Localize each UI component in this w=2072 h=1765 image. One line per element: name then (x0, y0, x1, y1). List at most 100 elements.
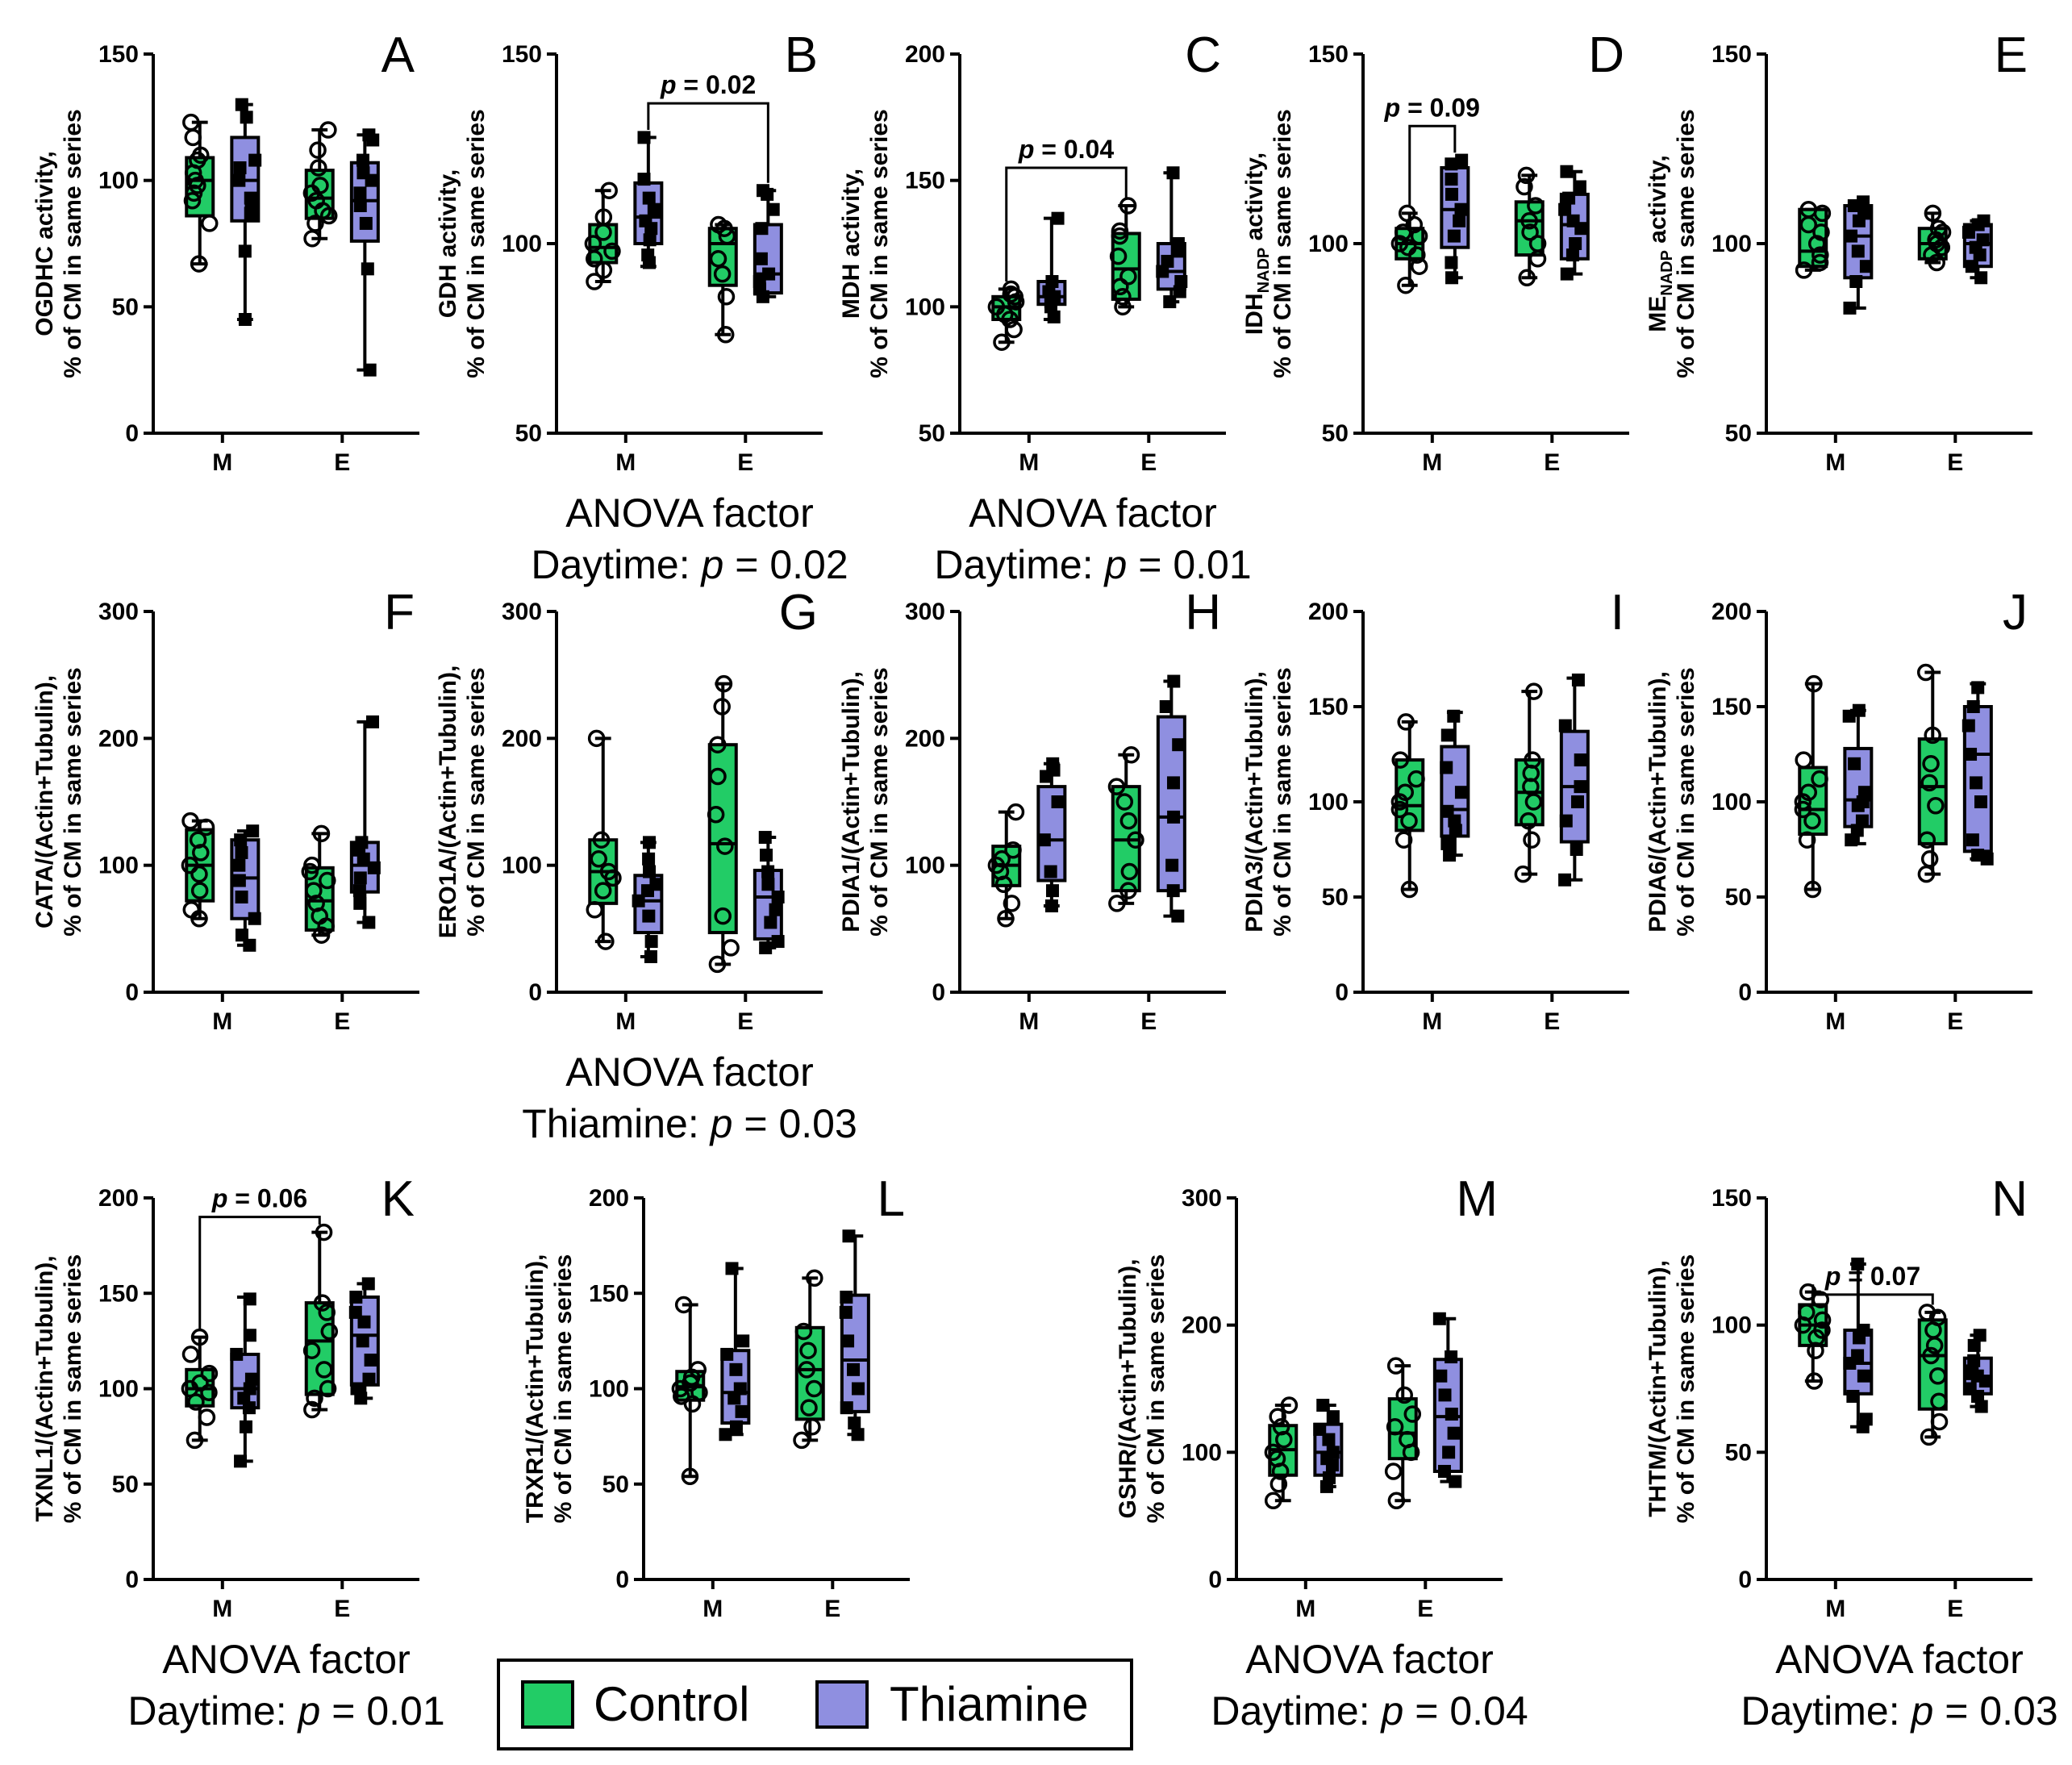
y-axis-label-units: % of CM in same series (1269, 109, 1296, 378)
data-point-control (715, 674, 733, 693)
data-point-thiamine (841, 1334, 855, 1348)
y-axis-label: GDH activity, (435, 169, 461, 319)
data-point-control (200, 1364, 219, 1383)
bracket-line (1408, 124, 1457, 206)
data-point-thiamine (1046, 757, 1060, 770)
y-axis-label-units: % of CM in same series (866, 667, 893, 936)
data-point-thiamine (761, 187, 774, 201)
data-point-control (319, 121, 337, 139)
y-tick-label: 100 (1711, 1312, 1752, 1339)
data-point-control (182, 900, 201, 919)
box-control-m (1794, 674, 1828, 899)
data-point-control (1794, 800, 1812, 819)
data-point-thiamine (1851, 244, 1865, 258)
data-point-control (181, 812, 199, 830)
legend-control-swatch (521, 1680, 574, 1729)
x-tick-label-e: E (1417, 1596, 1433, 1622)
data-point-thiamine (766, 202, 780, 216)
data-point-control (599, 862, 618, 881)
significance-bracket: p = 0.02 (647, 70, 769, 183)
box-thiamine-e (753, 184, 783, 303)
data-point-thiamine (1558, 719, 1572, 732)
data-point-thiamine (355, 836, 369, 849)
data-point-control (586, 900, 604, 919)
box-control-m (987, 280, 1025, 351)
data-point-control (794, 1322, 813, 1341)
data-point-control (1922, 1346, 1940, 1365)
data-point-thiamine (1044, 899, 1058, 913)
data-point-thiamine (1442, 1446, 1456, 1459)
data-point-thiamine (842, 1229, 856, 1243)
anova-title: ANOVA factor (565, 1049, 814, 1095)
data-point-thiamine (1967, 1354, 1981, 1367)
data-point-thiamine (353, 186, 367, 200)
data-point-thiamine (1434, 1369, 1448, 1383)
data-point-thiamine (1445, 1408, 1458, 1421)
box-thiamine-m (1842, 703, 1874, 847)
box-thiamine-m (230, 1292, 261, 1468)
data-point-thiamine (244, 202, 258, 215)
panel-L: 0 50 100 150 200 M E TRXR1/(Actin+Tubulin),% of… (522, 1171, 910, 1622)
box-control-m (1794, 1283, 1832, 1390)
data-point-thiamine (1051, 211, 1065, 225)
y-tick-label: 200 (98, 725, 139, 752)
data-point-thiamine (1167, 810, 1181, 824)
anova-title: ANOVA factor (1245, 1637, 1494, 1682)
box-control-m (181, 1328, 219, 1450)
data-point-control (1115, 793, 1134, 811)
y-tick-label: 150 (905, 168, 945, 194)
anova-result: Daytime: p = 0.02 (531, 542, 848, 587)
data-point-thiamine (356, 153, 370, 167)
box-thiamine-e (1156, 166, 1188, 309)
data-point-thiamine (643, 865, 657, 878)
data-point-control (716, 326, 735, 344)
y-tick-label: 100 (502, 853, 542, 879)
data-point-thiamine (759, 941, 773, 954)
data-point-thiamine (729, 1362, 743, 1376)
data-point-thiamine (1161, 254, 1174, 268)
panel-letter: N (1991, 1171, 2028, 1227)
y-tick-label: 150 (98, 1280, 139, 1307)
data-point-control (182, 113, 200, 131)
data-point-control (302, 1341, 321, 1359)
data-point-thiamine (364, 1354, 377, 1367)
data-point-control (594, 261, 613, 279)
data-point-control (190, 882, 209, 899)
y-tick-label: 150 (502, 41, 542, 68)
data-point-thiamine (1173, 285, 1186, 298)
data-point-control (197, 818, 215, 837)
bracket-label: p = 0.04 (1018, 135, 1115, 164)
y-tick-label: 50 (112, 1471, 139, 1498)
data-point-thiamine (1445, 1350, 1458, 1364)
data-point-thiamine (1573, 180, 1586, 194)
data-point-thiamine (1051, 795, 1065, 808)
data-point-thiamine (230, 1347, 244, 1361)
y-axis-label: PDIA6/(Actin+Tubulin), (1645, 671, 1671, 933)
box-control-m (586, 729, 622, 950)
y-tick-label: 0 (1208, 1567, 1222, 1593)
box-control-m (584, 182, 621, 290)
data-point-thiamine (239, 1420, 252, 1433)
data-point-thiamine (1859, 1412, 1873, 1426)
data-point-thiamine (232, 858, 246, 872)
data-point-thiamine (1974, 795, 1988, 808)
y-axis-label: MENADP activity, (1645, 155, 1676, 332)
data-point-thiamine (353, 896, 367, 910)
data-point-control (1280, 1396, 1299, 1414)
legend-thiamine-label: Thiamine (890, 1677, 1089, 1731)
data-point-control (312, 824, 331, 843)
data-point-thiamine (725, 1262, 739, 1275)
data-point-thiamine (1848, 757, 1861, 770)
data-point-thiamine (851, 1428, 865, 1442)
data-point-control (1933, 223, 1952, 241)
box-thiamine-m (1036, 211, 1067, 323)
x-tick-label-m: M (615, 449, 636, 476)
y-tick-label: 100 (1711, 789, 1752, 816)
y-tick-label: 100 (98, 853, 139, 879)
panel-letter: E (1995, 27, 2028, 83)
y-tick-label: 300 (905, 599, 945, 625)
y-tick-label: 0 (932, 979, 945, 1006)
y-tick-label: 0 (615, 1567, 629, 1593)
data-point-control (1111, 222, 1129, 240)
